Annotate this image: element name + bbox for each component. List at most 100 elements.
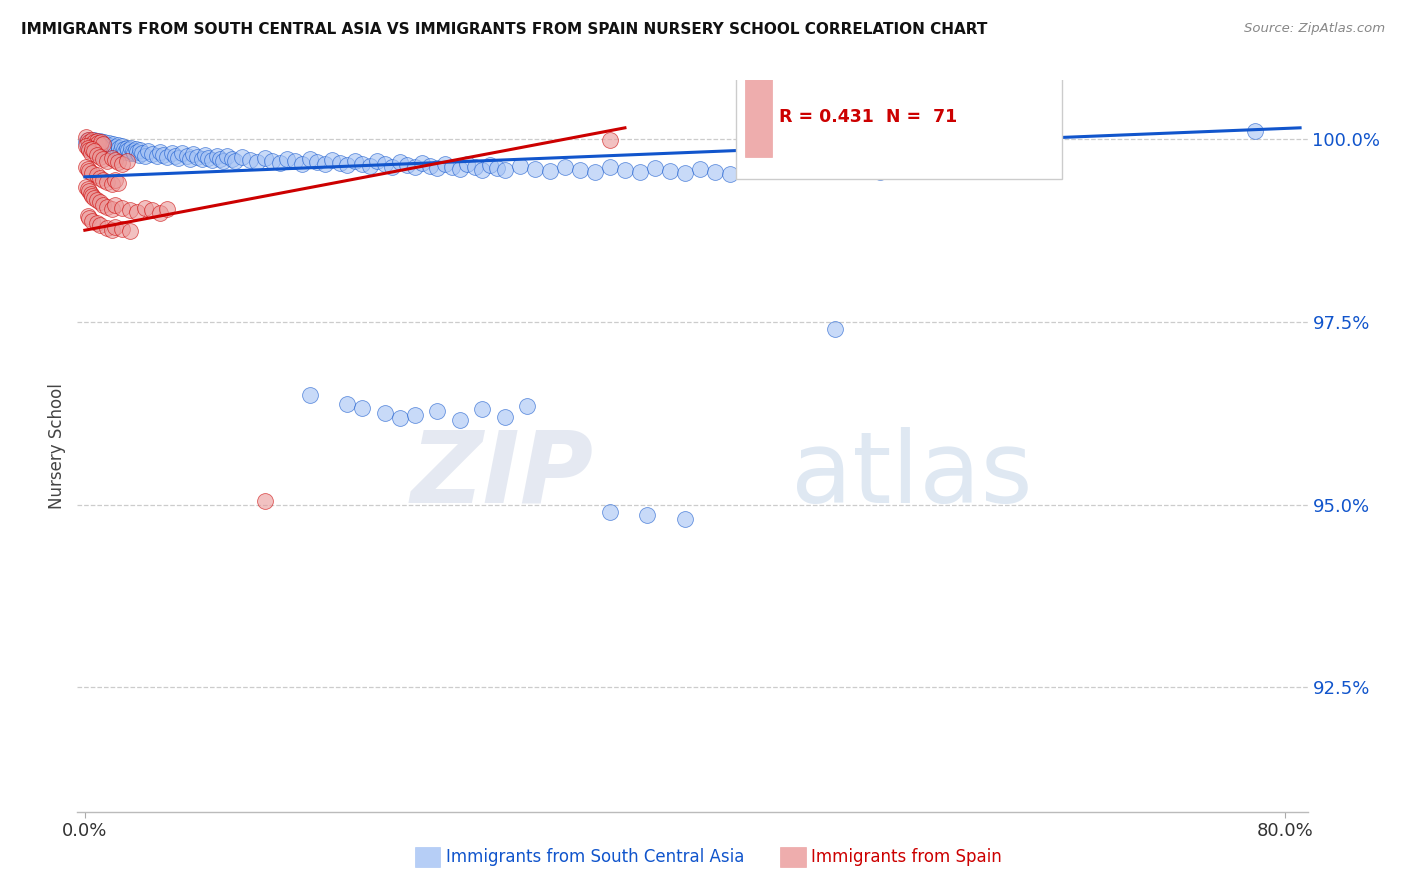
Point [83,191,105,205]
Point [115,153,138,168]
Point [449,413,471,427]
Point [107,155,129,169]
Point [298,153,321,167]
Point [321,153,343,167]
Point [298,388,321,402]
Point [336,396,359,410]
Point [359,159,381,173]
Point [343,153,366,168]
Point [884,161,907,175]
Text: Immigrants from Spain: Immigrants from Spain [811,848,1002,866]
Point [141,203,163,218]
Point [186,150,208,164]
Point [89,134,111,148]
Point [75,180,97,194]
Point [108,141,131,155]
Point [689,161,711,176]
Point [117,143,139,157]
Point [658,164,681,178]
Point [246,155,269,169]
Point [96,175,118,189]
Point [494,163,516,178]
Point [97,136,120,151]
Point [98,139,121,153]
Point [96,221,118,235]
Point [125,142,148,156]
Point [101,151,124,165]
Point [156,150,179,164]
Point [141,147,163,161]
Point [124,146,146,161]
Point [471,402,494,417]
Point [87,138,110,153]
Point [86,134,108,148]
Point [262,153,284,168]
Point [628,165,651,179]
Point [107,138,129,153]
Point [75,130,97,145]
Point [79,140,101,154]
Point [673,512,696,526]
Point [197,151,219,165]
Point [276,152,298,166]
Point [433,156,456,170]
Point [156,202,179,216]
Point [89,195,111,210]
Point [134,148,156,162]
Point [456,157,478,171]
Point [83,136,105,150]
Point [794,154,817,169]
Text: atlas: atlas [792,426,1032,524]
Point [381,160,404,174]
Point [115,140,138,154]
Point [79,135,101,149]
Point [426,161,449,175]
Point [253,494,276,508]
Point [239,153,262,167]
Point [86,136,108,151]
Point [404,409,426,423]
Point [111,157,134,171]
Point [869,165,891,179]
Point [599,132,621,146]
Point [464,161,486,175]
Point [583,164,606,178]
Point [127,205,149,219]
Point [509,159,531,173]
Point [179,152,201,166]
Point [374,406,396,420]
Point [449,161,471,176]
Point [75,139,97,153]
Point [96,154,118,169]
Point [79,144,101,158]
Point [411,156,433,170]
Point [779,159,801,173]
Point [194,148,217,162]
Point [93,136,115,150]
Point [82,166,104,180]
Point [201,153,224,167]
Point [486,161,509,175]
Point [307,155,329,169]
Point [84,135,107,149]
Point [129,144,152,158]
Point [352,156,374,170]
Point [231,150,253,164]
Point [163,148,186,162]
Point [82,142,104,156]
Point [80,134,103,148]
Point [104,219,127,234]
Point [824,322,846,336]
Point [86,148,108,162]
Point [75,160,97,174]
Point [253,151,276,165]
Point [91,197,114,211]
Text: ZIP: ZIP [411,426,595,524]
Point [839,161,862,175]
Point [105,143,128,157]
Point [120,141,142,155]
Point [568,162,591,177]
Point [114,145,136,159]
Point [83,132,105,146]
Point [112,142,135,156]
